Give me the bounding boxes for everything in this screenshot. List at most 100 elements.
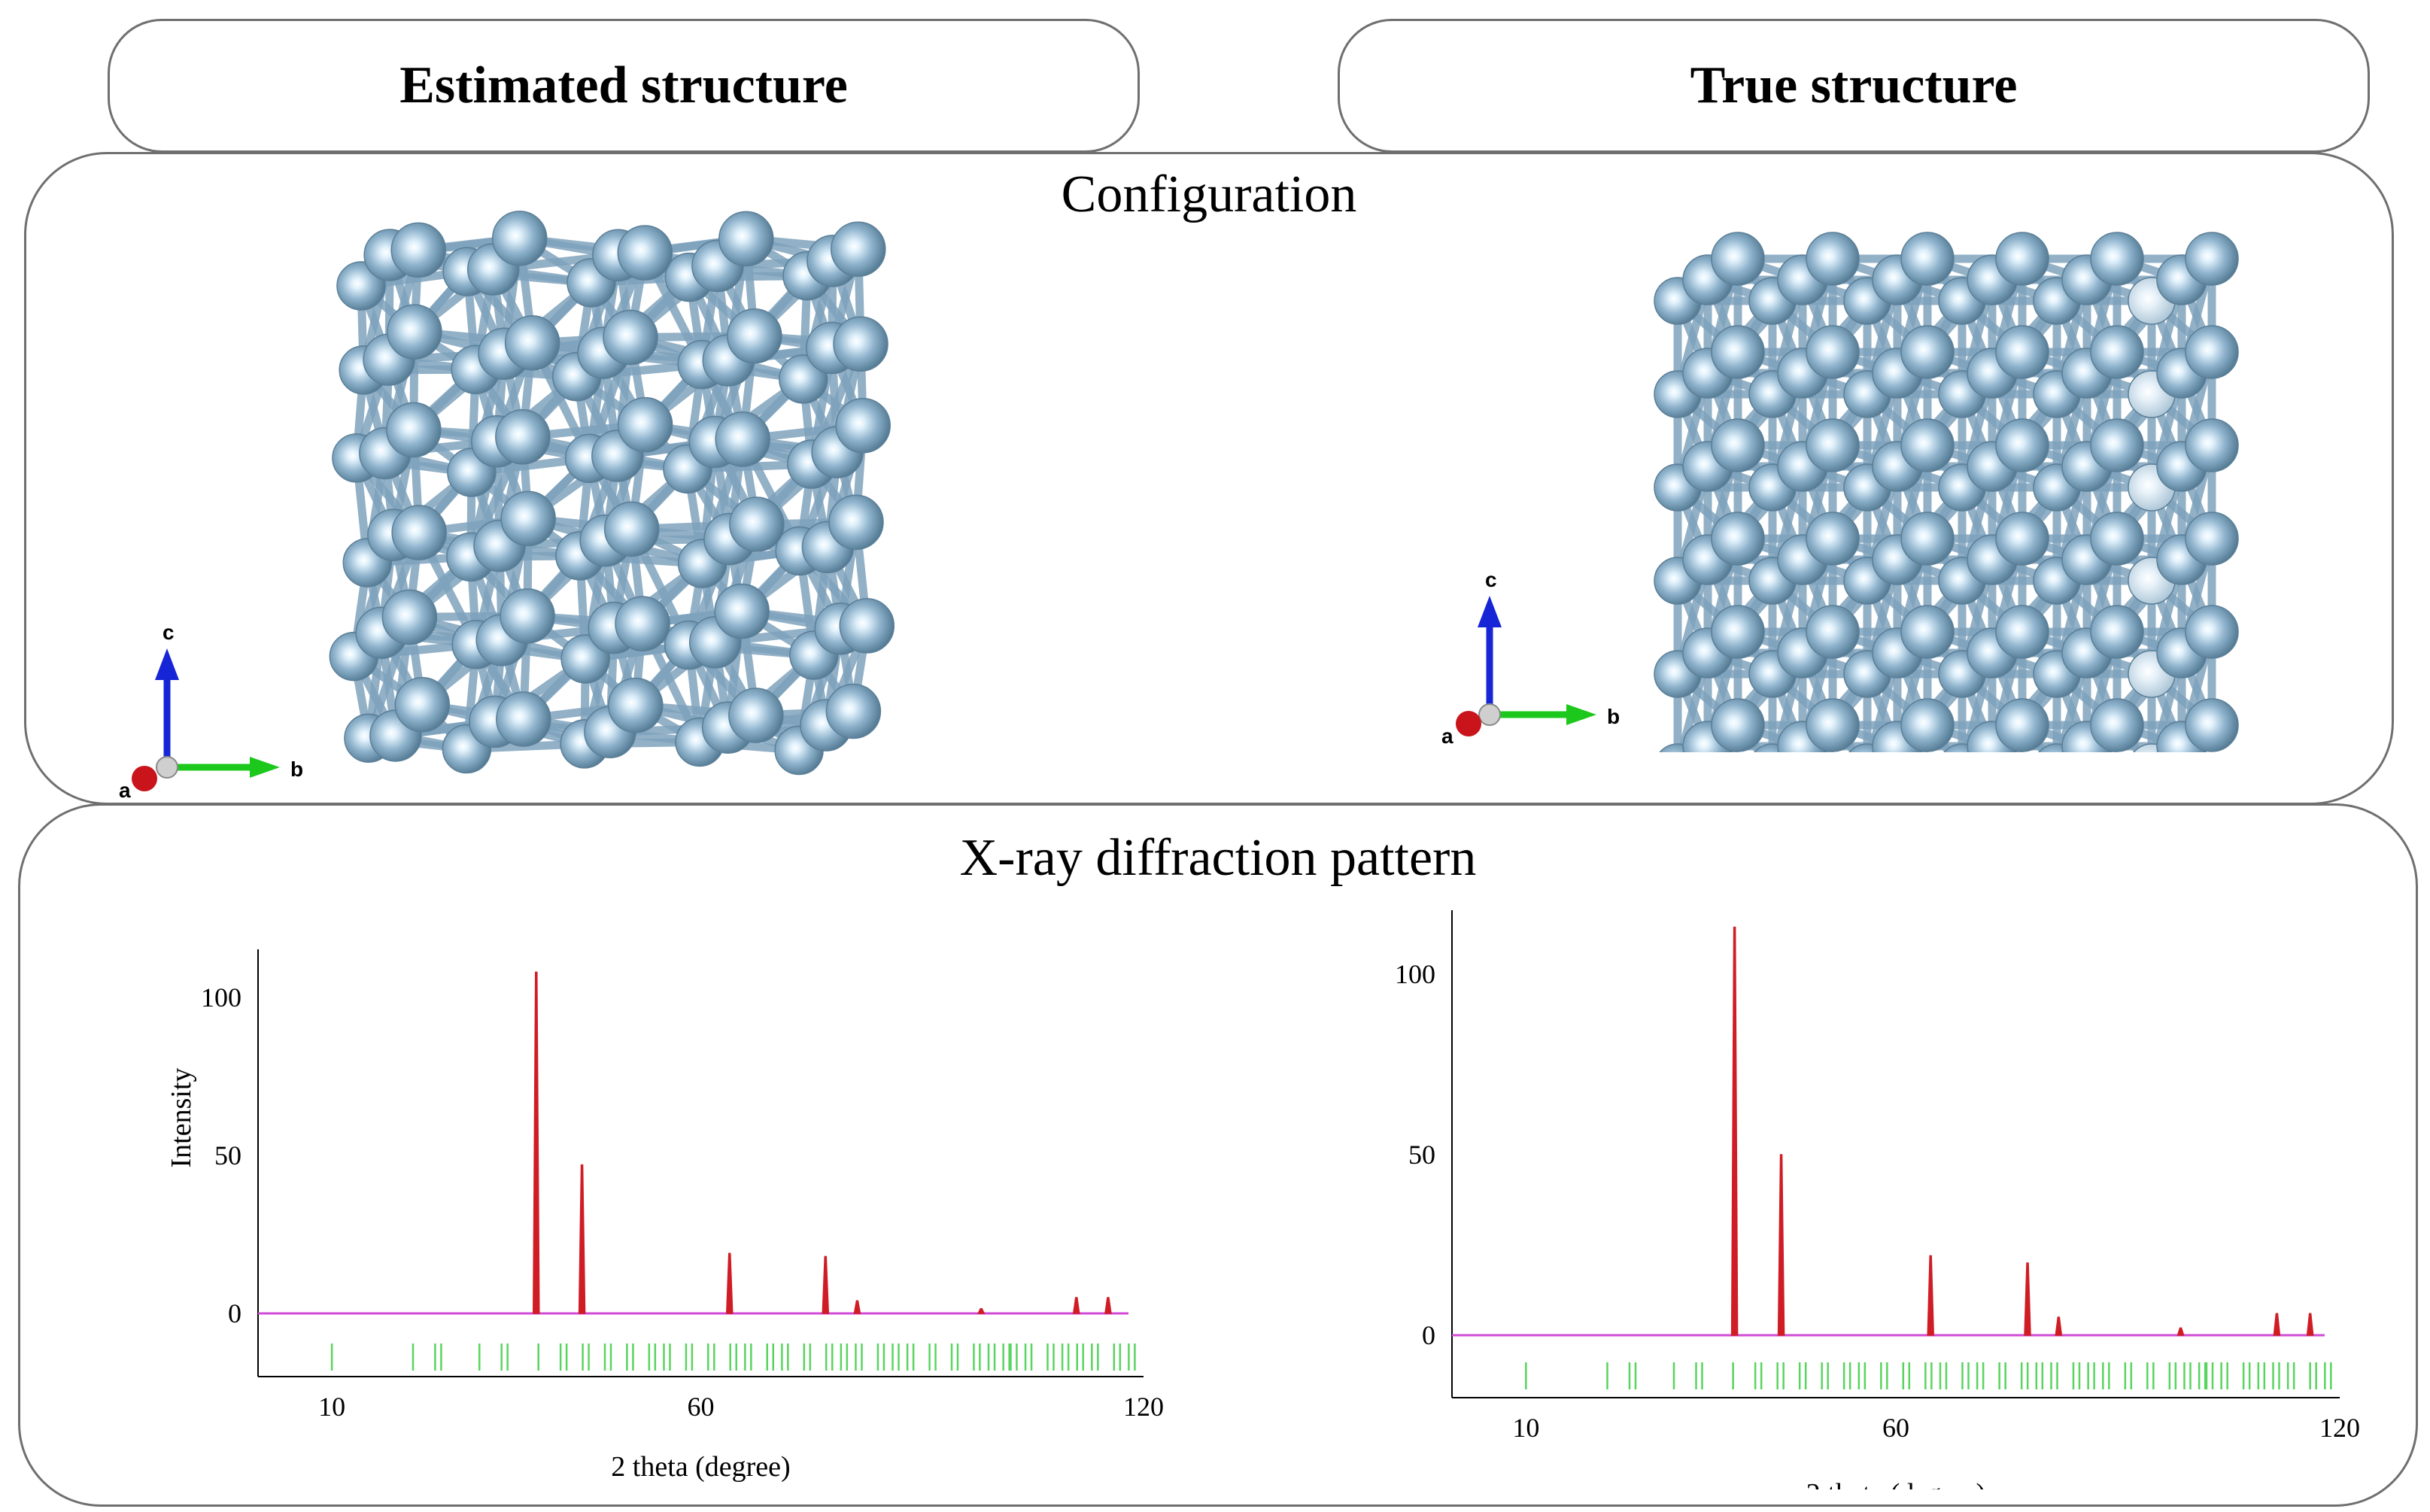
diffraction-peak [578, 1164, 586, 1314]
diffraction-peak [533, 971, 540, 1314]
x-axis-label: 2 theta (degree) [1806, 1478, 1985, 1489]
atom [390, 222, 446, 278]
atom [496, 691, 551, 747]
atom [1711, 698, 1765, 752]
atom [1806, 605, 1860, 659]
atom [603, 309, 658, 366]
xrd-chart-estimated: 0 50 100 10 60 120 2 theta (degree) Intensity [166, 949, 1164, 1483]
x-tick-label: 60 [1882, 1413, 1909, 1443]
atom [386, 402, 442, 458]
atom [617, 396, 673, 453]
atom-layer [1654, 232, 2239, 752]
true-structure-header: True structure [1338, 19, 2370, 153]
atom [718, 211, 774, 267]
diffraction-peak [1777, 1154, 1785, 1336]
x-tick-label: 10 [1512, 1413, 1539, 1443]
a-axis-label: a [119, 779, 131, 802]
y-tick-label: 100 [201, 982, 241, 1013]
diffraction-peak [2055, 1316, 2063, 1336]
atom [831, 221, 886, 278]
atom [2185, 512, 2239, 566]
atom [1711, 418, 1765, 472]
b-axis-arrowhead [1566, 704, 1596, 725]
xrd-panel: X-ray diffraction pattern [18, 803, 2418, 1507]
axis-triad-right: c b a [1441, 568, 1620, 748]
atom [1806, 698, 1860, 752]
atom [839, 598, 895, 654]
atom [1995, 325, 2049, 379]
atom [2185, 605, 2239, 659]
x-tick-label: 120 [2319, 1413, 2360, 1443]
atom [1995, 512, 2049, 566]
atom [1806, 512, 1860, 566]
x-tick-label: 120 [1123, 1392, 1164, 1422]
atom [1995, 698, 2049, 752]
y-tick-label: 50 [1408, 1140, 1435, 1170]
atom [1806, 418, 1860, 472]
atom [1900, 325, 1955, 379]
x-tick-label: 60 [688, 1392, 715, 1422]
atom [1900, 605, 1955, 659]
atom [617, 225, 673, 281]
diffraction-peak [725, 1252, 734, 1314]
estimated-structure-header: Estimated structure [108, 19, 1140, 153]
atom [833, 316, 888, 372]
atom [1711, 512, 1765, 566]
x-tick-label: 10 [318, 1392, 345, 1422]
atom [729, 496, 785, 552]
atom [2090, 418, 2144, 472]
atom [2090, 698, 2144, 752]
atom [1995, 418, 2049, 472]
diffraction-peak [1927, 1255, 1934, 1336]
b-axis-arrowhead [250, 757, 280, 778]
diffraction-peak [977, 1307, 986, 1314]
c-axis-arrowhead [1478, 596, 1502, 627]
atom [714, 583, 770, 639]
b-axis-label: b [290, 758, 303, 781]
diffraction-peak [2024, 1262, 2031, 1336]
a-axis-label: a [1441, 724, 1453, 748]
c-axis-label: c [163, 621, 175, 644]
atom [2185, 325, 2239, 379]
xrd-title: X-ray diffraction pattern [959, 829, 1477, 887]
y-tick-label: 100 [1395, 959, 1435, 989]
atom [2090, 605, 2144, 659]
atom [391, 505, 447, 560]
atom [825, 683, 882, 739]
a-axis-marker [1456, 711, 1481, 736]
atom [381, 589, 438, 645]
atom [2185, 418, 2239, 472]
diffraction-peak [1104, 1297, 1112, 1314]
atom [828, 494, 884, 551]
atom [387, 304, 442, 360]
y-tick-label: 0 [228, 1298, 241, 1328]
diffraction-peak [822, 1255, 830, 1314]
estimated-structure-title: Estimated structure [399, 56, 848, 114]
b-axis-label: b [1607, 705, 1620, 728]
atom [2185, 232, 2239, 286]
xrd-chart-true: 0 50 100 10 60 120 2 theta (degree) [1395, 910, 2360, 1489]
atom [495, 408, 551, 465]
atom [1900, 232, 1955, 286]
c-axis-arrowhead [155, 648, 179, 680]
axis-triad-left: c b a [119, 621, 303, 802]
a-axis-marker [132, 766, 157, 791]
estimated-structure-view [329, 211, 895, 776]
atom [1995, 232, 2049, 286]
atom [500, 490, 556, 547]
atom [2090, 232, 2144, 286]
y-axis-label: Intensity [166, 1068, 197, 1168]
atom [1900, 512, 1955, 566]
atom [1711, 232, 1765, 286]
atom [603, 501, 660, 557]
atom [2090, 512, 2144, 566]
atom [727, 308, 782, 364]
atom [1711, 325, 1765, 379]
atom [728, 688, 784, 743]
diffraction-peak [2306, 1313, 2314, 1336]
atom [491, 211, 548, 266]
c-axis-label: c [1485, 568, 1497, 591]
diffraction-peak [1730, 926, 1739, 1336]
atom [1711, 605, 1765, 659]
atom-layer [329, 211, 895, 776]
